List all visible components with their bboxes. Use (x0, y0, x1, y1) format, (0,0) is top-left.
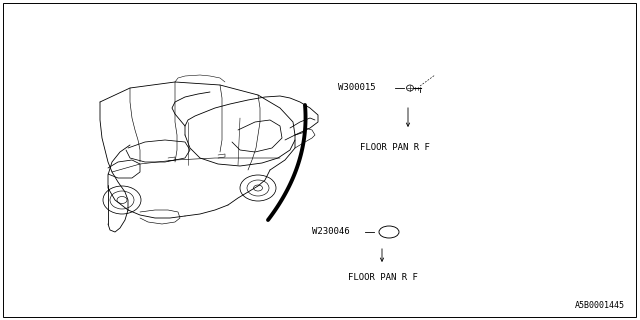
Ellipse shape (110, 191, 134, 209)
Ellipse shape (240, 175, 276, 201)
Text: FLOOR PAN R F: FLOOR PAN R F (360, 143, 430, 153)
Text: W300015: W300015 (338, 84, 376, 92)
Text: W230046: W230046 (312, 228, 349, 236)
Ellipse shape (379, 226, 399, 238)
Ellipse shape (406, 85, 413, 91)
Text: FLOOR PAN R F: FLOOR PAN R F (348, 274, 418, 283)
Ellipse shape (117, 196, 127, 204)
Ellipse shape (253, 185, 262, 191)
Ellipse shape (247, 180, 269, 196)
Text: A5B0001445: A5B0001445 (575, 301, 625, 310)
Ellipse shape (103, 186, 141, 214)
